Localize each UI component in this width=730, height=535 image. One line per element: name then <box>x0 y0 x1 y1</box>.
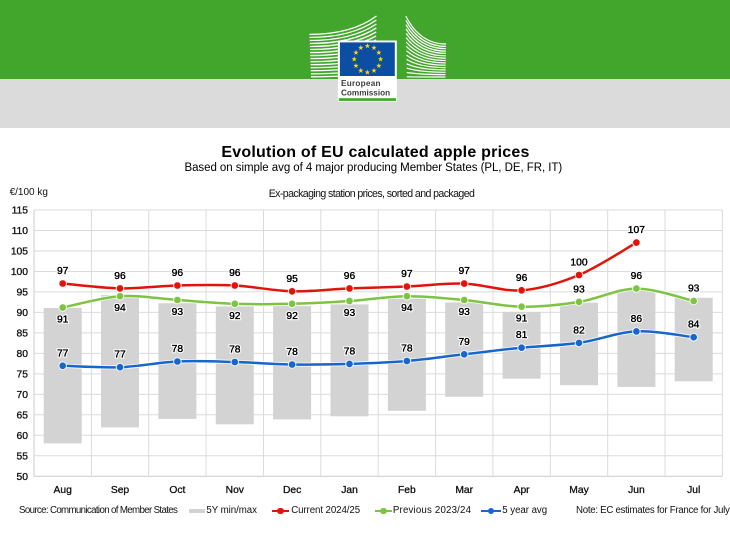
svg-text:European: European <box>341 79 381 88</box>
svg-text:96: 96 <box>172 268 184 279</box>
svg-text:97: 97 <box>458 266 470 277</box>
svg-text:94: 94 <box>114 303 126 314</box>
svg-text:78: 78 <box>229 345 241 356</box>
svg-text:78: 78 <box>401 344 413 355</box>
svg-text:81: 81 <box>516 330 528 341</box>
svg-text:115: 115 <box>12 206 29 217</box>
svg-text:93: 93 <box>573 284 585 295</box>
svg-text:Oct: Oct <box>169 485 185 496</box>
svg-text:93: 93 <box>458 307 470 318</box>
svg-text:107: 107 <box>628 225 645 236</box>
svg-text:81: 81 <box>516 330 528 341</box>
svg-text:78: 78 <box>344 346 356 357</box>
svg-text:96: 96 <box>172 268 184 279</box>
svg-text:90: 90 <box>17 308 29 319</box>
svg-text:78: 78 <box>344 346 356 357</box>
svg-text:100: 100 <box>11 267 28 278</box>
svg-text:78: 78 <box>401 344 413 355</box>
svg-text:96: 96 <box>114 271 126 282</box>
svg-text:78: 78 <box>286 347 298 358</box>
svg-text:84: 84 <box>688 320 700 331</box>
svg-text:92: 92 <box>229 311 241 322</box>
svg-text:77: 77 <box>57 348 69 359</box>
svg-text:94: 94 <box>401 303 413 314</box>
svg-text:77: 77 <box>57 348 69 359</box>
svg-text:Nov: Nov <box>226 485 245 496</box>
svg-text:93: 93 <box>573 284 585 295</box>
svg-text:Jul: Jul <box>687 485 700 496</box>
svg-text:96: 96 <box>229 268 241 279</box>
svg-text:Commission: Commission <box>341 88 390 97</box>
svg-text:78: 78 <box>172 344 184 355</box>
svg-text:100: 100 <box>570 258 587 269</box>
svg-text:91: 91 <box>57 315 69 326</box>
svg-text:92: 92 <box>286 311 298 322</box>
svg-text:Aug: Aug <box>54 485 73 496</box>
svg-text:107: 107 <box>628 225 645 236</box>
svg-text:96: 96 <box>344 271 356 282</box>
svg-text:82: 82 <box>573 325 585 336</box>
svg-text:94: 94 <box>401 303 413 314</box>
svg-text:93: 93 <box>458 307 470 318</box>
svg-text:95: 95 <box>286 274 298 285</box>
svg-text:86: 86 <box>631 314 643 325</box>
svg-text:93: 93 <box>688 284 700 295</box>
svg-text:Jun: Jun <box>628 485 645 496</box>
svg-text:110: 110 <box>12 226 29 237</box>
svg-text:92: 92 <box>286 311 298 322</box>
svg-text:93: 93 <box>344 308 356 319</box>
svg-text:Apr: Apr <box>514 485 531 496</box>
svg-text:86: 86 <box>631 314 643 325</box>
svg-text:96: 96 <box>631 271 643 282</box>
svg-text:91: 91 <box>57 315 69 326</box>
svg-text:50: 50 <box>17 472 29 483</box>
svg-text:91: 91 <box>516 314 528 325</box>
svg-text:Feb: Feb <box>398 485 416 496</box>
svg-text:Jan: Jan <box>341 485 358 496</box>
svg-text:96: 96 <box>114 271 126 282</box>
svg-text:Sep: Sep <box>111 485 130 496</box>
svg-text:97: 97 <box>401 269 413 280</box>
svg-text:82: 82 <box>573 325 585 336</box>
svg-text:92: 92 <box>229 311 241 322</box>
svg-text:93: 93 <box>172 307 184 318</box>
svg-text:105: 105 <box>11 247 28 258</box>
svg-text:84: 84 <box>688 320 700 331</box>
svg-text:60: 60 <box>17 431 29 442</box>
svg-text:91: 91 <box>516 314 528 325</box>
svg-text:96: 96 <box>516 273 528 284</box>
svg-text:80: 80 <box>17 349 29 360</box>
svg-text:97: 97 <box>57 266 69 277</box>
svg-text:May: May <box>569 485 589 496</box>
svg-text:79: 79 <box>458 337 470 348</box>
svg-text:78: 78 <box>229 345 241 356</box>
svg-text:97: 97 <box>401 269 413 280</box>
svg-text:95: 95 <box>286 274 298 285</box>
svg-text:65: 65 <box>17 410 29 421</box>
svg-text:55: 55 <box>17 451 29 462</box>
svg-text:97: 97 <box>57 266 69 277</box>
svg-text:77: 77 <box>114 350 126 361</box>
svg-text:95: 95 <box>17 287 29 298</box>
svg-text:78: 78 <box>172 344 184 355</box>
svg-text:96: 96 <box>344 271 356 282</box>
svg-text:96: 96 <box>229 268 241 279</box>
svg-text:93: 93 <box>688 284 700 295</box>
svg-text:70: 70 <box>17 390 29 401</box>
svg-text:96: 96 <box>631 271 643 282</box>
svg-text:85: 85 <box>17 328 29 339</box>
svg-text:Mar: Mar <box>455 485 473 496</box>
svg-text:77: 77 <box>114 350 126 361</box>
svg-text:Dec: Dec <box>283 485 301 496</box>
svg-text:78: 78 <box>286 347 298 358</box>
svg-text:79: 79 <box>458 337 470 348</box>
svg-text:96: 96 <box>516 273 528 284</box>
svg-text:100: 100 <box>570 258 587 269</box>
svg-text:94: 94 <box>114 303 126 314</box>
svg-text:75: 75 <box>17 369 29 380</box>
svg-text:93: 93 <box>344 308 356 319</box>
svg-text:97: 97 <box>458 266 470 277</box>
svg-text:93: 93 <box>172 307 184 318</box>
